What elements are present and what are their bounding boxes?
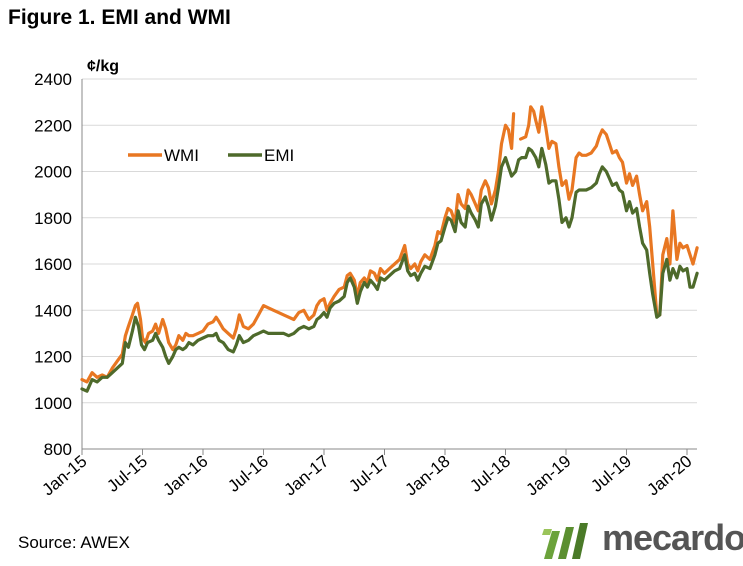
y-tick-label: 2400 [34, 70, 72, 89]
y-tick-label: 1000 [34, 394, 72, 413]
header-bar [0, 0, 743, 34]
y-tick-label: 1600 [34, 255, 72, 274]
logo-text: mecardo [602, 517, 743, 558]
figure-title: Figure 1. EMI and WMI [8, 6, 231, 29]
y-tick-label: 1400 [34, 301, 72, 320]
mecardo-logo: mecardo [540, 515, 743, 561]
series-layer [80, 105, 699, 393]
legend-label-wmi: WMI [164, 146, 199, 165]
y-tick-label: 1800 [34, 209, 72, 228]
y-axis-label: ¢/kg [87, 58, 119, 75]
y-tick-label: 2000 [34, 163, 72, 182]
chart-background [0, 34, 743, 564]
series-line-wmi [80, 105, 699, 384]
logo-mark-icon [542, 523, 588, 559]
source-note: Source: AWEX [18, 533, 130, 552]
y-tick-label: 1200 [34, 348, 72, 367]
y-tick-label: 2200 [34, 116, 72, 135]
legend-label-emi: EMI [264, 146, 294, 165]
series-line-emi [80, 146, 699, 393]
legend: WMI EMI [128, 146, 294, 165]
y-tick-label: 800 [44, 440, 72, 459]
grid-layer [82, 78, 697, 450]
